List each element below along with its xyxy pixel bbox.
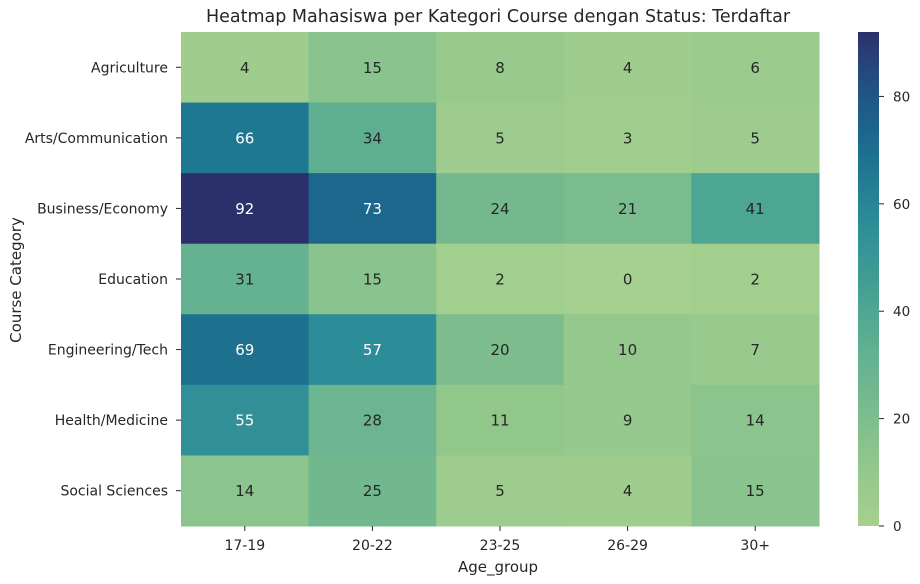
cell-value-label: 2 <box>495 271 505 289</box>
heatmap-cell <box>308 32 437 104</box>
cell-value-label: 3 <box>623 129 633 147</box>
cell-value-label: 6 <box>750 59 760 77</box>
heatmap-cell <box>436 314 565 386</box>
heatmap-cell <box>308 243 437 315</box>
heatmap-cell <box>691 173 820 245</box>
heatmap-cell <box>563 102 692 174</box>
heatmap-cell <box>563 314 692 386</box>
heatmap-cell <box>181 102 310 174</box>
cell-value-label: 28 <box>363 412 382 430</box>
heatmap-cell <box>181 32 310 104</box>
heatmap-cell <box>181 173 310 245</box>
heatmap-cell <box>308 102 437 174</box>
heatmap-cell <box>181 455 310 527</box>
cell-value-label: 69 <box>235 341 254 359</box>
x-tick-label: 20-22 <box>352 538 393 554</box>
y-tick-label: Education <box>98 272 168 288</box>
cell-value-label: 5 <box>495 129 505 147</box>
colorbar-tick-label: 0 <box>893 519 902 535</box>
cell-value-label: 55 <box>235 412 254 430</box>
cell-value-label: 15 <box>746 482 765 500</box>
heatmap-cell <box>691 384 820 456</box>
heatmap-cell <box>563 384 692 456</box>
cell-value-label: 8 <box>495 59 505 77</box>
heatmap-cell <box>308 455 437 527</box>
x-axis-label: Age_group <box>458 558 538 577</box>
heatmap-cell <box>436 384 565 456</box>
cell-value-label: 34 <box>363 129 382 147</box>
heatmap-cell <box>691 243 820 315</box>
y-tick-label: Social Sciences <box>60 484 168 500</box>
cell-value-label: 0 <box>623 271 633 289</box>
cell-value-label: 15 <box>363 271 382 289</box>
heatmap-cell <box>563 243 692 315</box>
cell-value-label: 7 <box>750 341 760 359</box>
cell-value-label: 14 <box>235 482 254 500</box>
y-axis-tick-labels: Agriculture Arts/Communication Business/Ec… <box>25 60 181 500</box>
cell-value-label: 14 <box>746 412 765 430</box>
colorbar-tick-label: 40 <box>893 304 910 320</box>
x-tick-label: 17-19 <box>224 538 265 554</box>
heatmap-cell <box>436 102 565 174</box>
colorbar-tick-label: 20 <box>893 412 910 428</box>
cell-value-label: 5 <box>495 482 505 500</box>
heatmap-cell <box>691 314 820 386</box>
cell-value-label: 57 <box>363 341 382 359</box>
heatmap-cell <box>436 455 565 527</box>
x-tick-label: 23-25 <box>480 538 521 554</box>
cell-value-label: 4 <box>623 59 633 77</box>
heatmap-cell <box>563 173 692 245</box>
cell-value-label: 2 <box>750 271 760 289</box>
cell-value-label: 15 <box>363 59 382 77</box>
heatmap-cell <box>436 243 565 315</box>
x-tick-label: 30+ <box>740 538 770 554</box>
heatmap-cell <box>691 102 820 174</box>
cell-value-label: 20 <box>490 341 509 359</box>
colorbar <box>858 32 879 526</box>
cell-value-label: 92 <box>235 200 254 218</box>
y-tick-label: Business/Economy <box>37 201 168 217</box>
cell-value-label: 5 <box>750 129 760 147</box>
heatmap-cell <box>436 173 565 245</box>
y-tick-label: Agriculture <box>91 60 168 76</box>
cell-value-label: 24 <box>490 200 509 218</box>
x-tick-label: 26-29 <box>607 538 648 554</box>
heatmap-cell <box>308 384 437 456</box>
cell-value-label: 4 <box>623 482 633 500</box>
colorbar-tick-label: 80 <box>893 89 910 105</box>
cell-value-label: 66 <box>235 129 254 147</box>
colorbar-ticks: 0 20 40 60 80 <box>879 89 910 535</box>
cell-value-label: 4 <box>240 59 250 77</box>
heatmap-cell <box>308 314 437 386</box>
y-axis-label: Course Category <box>7 217 25 343</box>
heatmap-cell <box>181 384 310 456</box>
colorbar-tick-label: 60 <box>893 197 910 213</box>
y-tick-label: Arts/Communication <box>25 131 168 147</box>
cell-value-label: 41 <box>746 200 765 218</box>
x-axis-tick-labels: 17-19 20-22 23-25 26-29 30+ <box>224 526 770 554</box>
heatmap-cell <box>436 32 565 104</box>
cell-value-label: 9 <box>623 412 633 430</box>
y-tick-label: Health/Medicine <box>55 413 168 429</box>
cell-value-label: 25 <box>363 482 382 500</box>
cell-value-label: 73 <box>363 200 382 218</box>
cell-value-label: 11 <box>490 412 509 430</box>
heatmap-cell <box>691 32 820 104</box>
chart-title: Heatmap Mahasiswa per Kategori Course de… <box>206 7 791 27</box>
cell-value-label: 10 <box>618 341 637 359</box>
heatmap-cell <box>181 314 310 386</box>
heatmap-cell <box>691 455 820 527</box>
cell-value-label: 31 <box>235 271 254 289</box>
heatmap-cell <box>563 455 692 527</box>
heatmap-cell <box>563 32 692 104</box>
heatmap-cells <box>181 32 820 527</box>
cell-value-label: 21 <box>618 200 637 218</box>
heatmap-cell <box>181 243 310 315</box>
y-tick-label: Engineering/Tech <box>48 343 168 359</box>
heatmap-cell <box>308 173 437 245</box>
